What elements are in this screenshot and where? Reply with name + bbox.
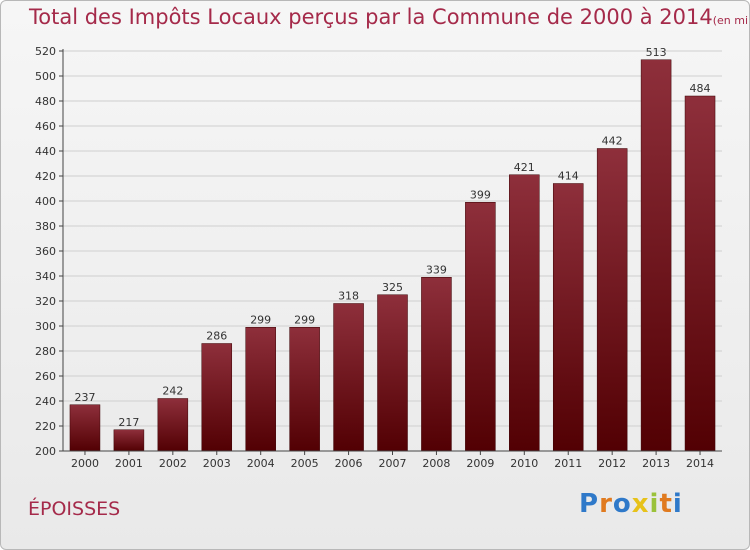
bar: [640, 59, 672, 452]
bar-value-label: 421: [514, 161, 535, 174]
bar-value-label: 318: [338, 290, 359, 303]
x-tick-label: 2005: [291, 457, 319, 470]
x-tick-label: 2001: [115, 457, 143, 470]
y-tick-label: 360: [35, 245, 56, 258]
bar-value-label: 242: [162, 385, 183, 398]
bar: [596, 148, 628, 452]
y-tick-label: 340: [35, 270, 56, 283]
x-tick-label: 2002: [159, 457, 187, 470]
logo-letter: i: [672, 489, 683, 519]
x-tick-label: 2010: [510, 457, 538, 470]
y-tick-label: 480: [35, 95, 56, 108]
axes: 200 220 240 260 280 300 320 340 360 380 400 420 440 4…: [35, 45, 722, 470]
bar: [157, 398, 189, 452]
x-tick-label: 2000: [71, 457, 99, 470]
bar: [509, 174, 540, 452]
bar-value-label: 237: [74, 391, 95, 404]
bar-value-label: 484: [690, 82, 711, 95]
y-tick-label: 200: [35, 445, 56, 458]
x-tick-label: 2006: [335, 457, 363, 470]
y-tick-label: 420: [35, 170, 56, 183]
chart-title: Total des Impôts Locaux perçus par la Co…: [29, 5, 749, 29]
y-tick-label: 520: [35, 45, 56, 58]
commune-name: ÉPOISSES: [28, 498, 121, 520]
y-tick-label: 500: [35, 70, 56, 83]
bar: [201, 343, 233, 452]
y-tick-label: 380: [35, 220, 56, 233]
x-tick-label: 2007: [379, 457, 407, 470]
bar-value-label: 399: [470, 188, 491, 201]
y-tick-label: 440: [35, 145, 56, 158]
bar-value-label: 299: [294, 313, 315, 326]
logo-letter: i: [649, 489, 660, 519]
y-tick-label: 280: [35, 345, 56, 358]
logo-letter: P: [579, 489, 600, 519]
chart-unit-text: (en milliers d'€): [712, 14, 749, 27]
y-tick-label: 300: [35, 320, 56, 333]
bar-value-label: 286: [206, 330, 227, 343]
logo-letter: x: [631, 489, 650, 519]
bar: [421, 277, 452, 452]
bar: [465, 202, 496, 452]
bar: [684, 95, 716, 452]
x-tick-label: 2012: [598, 457, 626, 470]
bar-value-label: 414: [558, 170, 579, 183]
y-tick-label: 460: [35, 120, 56, 133]
bar: [245, 327, 276, 452]
bar: [333, 303, 364, 452]
x-tick-label: 2008: [422, 457, 450, 470]
proxiti-logo: Proxiti: [579, 489, 683, 519]
bar: [552, 183, 584, 452]
bar-value-label: 513: [646, 46, 667, 59]
y-tick-label: 220: [35, 420, 56, 433]
bar-value-label: 217: [118, 416, 139, 429]
bar-value-label: 299: [250, 313, 271, 326]
x-tick-label: 2011: [554, 457, 582, 470]
y-tick-label: 400: [35, 195, 56, 208]
x-tick-label: 2009: [466, 457, 494, 470]
chart-title-text: Total des Impôts Locaux perçus par la Co…: [29, 5, 713, 29]
bar: [377, 294, 408, 452]
logo-letter: o: [612, 489, 632, 519]
x-tick-label: 2004: [247, 457, 275, 470]
y-tick-label: 320: [35, 295, 56, 308]
bar: [113, 429, 145, 452]
bar-value-label: 442: [602, 135, 623, 148]
logo-letter: t: [659, 489, 673, 519]
x-tick-label: 2014: [686, 457, 714, 470]
bar-value-label: 325: [382, 281, 403, 294]
y-tick-label: 240: [35, 395, 56, 408]
bar: [69, 404, 101, 452]
logo-letter: r: [599, 489, 613, 519]
x-tick-label: 2003: [203, 457, 231, 470]
bar-value-label: 339: [426, 263, 447, 276]
bar: [289, 327, 320, 452]
x-tick-label: 2013: [642, 457, 670, 470]
bars: 237 217 242 286 299 299 318 325 339 399 421 414 442 5…: [69, 46, 716, 452]
y-tick-label: 260: [35, 370, 56, 383]
